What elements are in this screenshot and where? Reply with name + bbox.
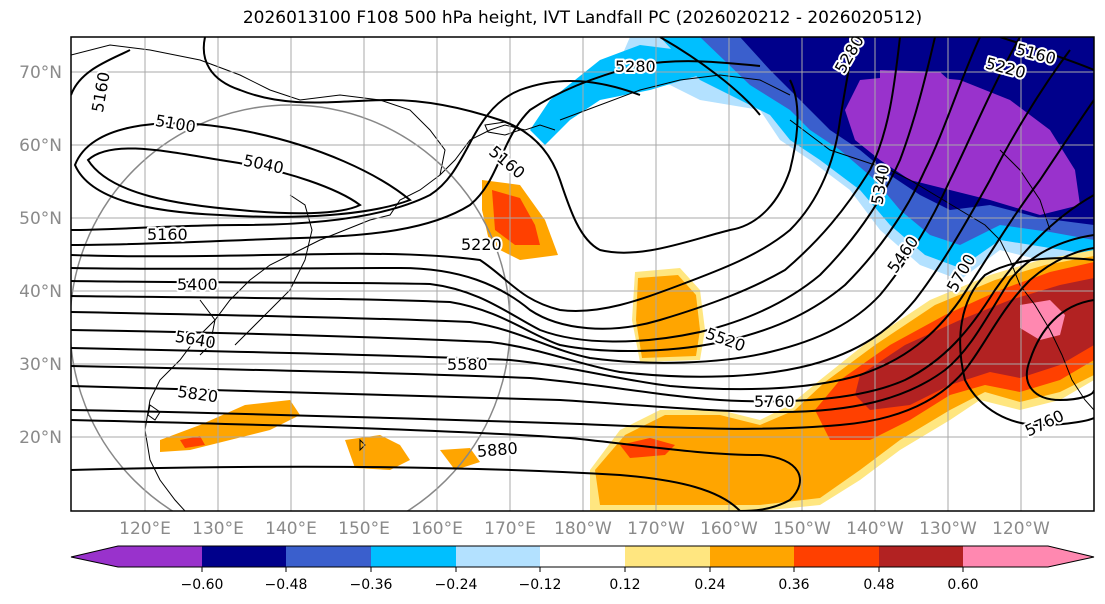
height-contours	[71, 37, 1094, 511]
colorbar-tick-label: 0.48	[863, 577, 894, 593]
colorbar-tick-label: −0.60	[181, 577, 224, 593]
lon-label-130w: 130°W	[919, 519, 977, 539]
colorbar-segment-4	[371, 546, 457, 567]
contour-label-5220: 5220	[461, 235, 502, 254]
lon-label-130e: 130°E	[192, 519, 244, 539]
colorbar-segment-8	[710, 546, 795, 567]
map-title: 2026013100 F108 500 hPa height, IVT Land…	[242, 8, 923, 28]
contour-label-5580: 5580	[447, 355, 488, 374]
colorbar-segment-10	[879, 546, 964, 567]
map-border	[70, 36, 1095, 512]
colorbar-segment-3	[286, 546, 372, 567]
colorbar-segment-7	[625, 546, 711, 567]
colorbar-segment-11	[963, 546, 1049, 567]
colorbar-tick-label: 0.60	[947, 577, 978, 593]
contour-label-5880: 5880	[476, 438, 518, 460]
lon-label-120w: 120°W	[992, 519, 1050, 539]
latitude-labels: 70°N 60°N 50°N 40°N 30°N 20°N	[19, 63, 62, 448]
contour-label-5400: 5400	[177, 275, 218, 294]
colorbar-segment-5	[456, 546, 541, 567]
colorbar-segment-2	[202, 546, 287, 567]
lat-label-20n: 20°N	[19, 428, 62, 448]
lat-label-60n: 60°N	[19, 136, 62, 156]
gridlines	[71, 37, 1094, 511]
colorbar-segment-9	[794, 546, 880, 567]
lon-label-170w: 170°W	[627, 519, 685, 539]
contour-label-5280-a: 5280	[615, 57, 656, 76]
lon-label-170e: 170°E	[484, 519, 536, 539]
lat-label-50n: 50°N	[19, 209, 62, 229]
lat-label-40n: 40°N	[19, 282, 62, 302]
contour-label-5160-sw: 5160	[147, 225, 188, 244]
lat-label-30n: 30°N	[19, 355, 62, 375]
lon-label-120e: 120°E	[119, 519, 171, 539]
colorbar-outline	[70, 545, 1095, 568]
colorbar-extend-low	[71, 546, 118, 567]
colorbar-tick-label: 0.24	[694, 577, 725, 593]
colorbar-segment-6	[540, 546, 626, 567]
contour-label-5760-c: 5760	[754, 392, 795, 411]
colorbar-tick-label: −0.48	[265, 577, 308, 593]
lat-label-70n: 70°N	[19, 63, 62, 83]
colorbar-tick-label: −0.12	[519, 577, 562, 593]
colorbar-tick-label: 0.36	[778, 577, 809, 593]
lon-label-160w: 160°W	[700, 519, 758, 539]
lon-label-180w: 180°W	[554, 519, 612, 539]
lon-label-150e: 150°E	[338, 519, 390, 539]
coastlines	[71, 44, 1094, 511]
colorbar: −0.60 −0.48 −0.36 −0.24 −0.12 0.12 0.24 …	[70, 545, 1095, 593]
lon-label-140e: 140°E	[265, 519, 317, 539]
lon-label-150w: 150°W	[773, 519, 831, 539]
lon-label-160e: 160°E	[411, 519, 463, 539]
colorbar-segment-1	[117, 546, 203, 567]
longitude-labels: 120°E 130°E 140°E 150°E 160°E 170°E 180°…	[119, 519, 1050, 539]
colorbar-tick-label: −0.36	[350, 577, 393, 593]
colorbar-tick-label: −0.24	[435, 577, 478, 593]
colorbar-tick-label: 0.12	[609, 577, 640, 593]
lon-label-140w: 140°W	[846, 519, 904, 539]
colorbar-extend-high	[1048, 546, 1094, 567]
